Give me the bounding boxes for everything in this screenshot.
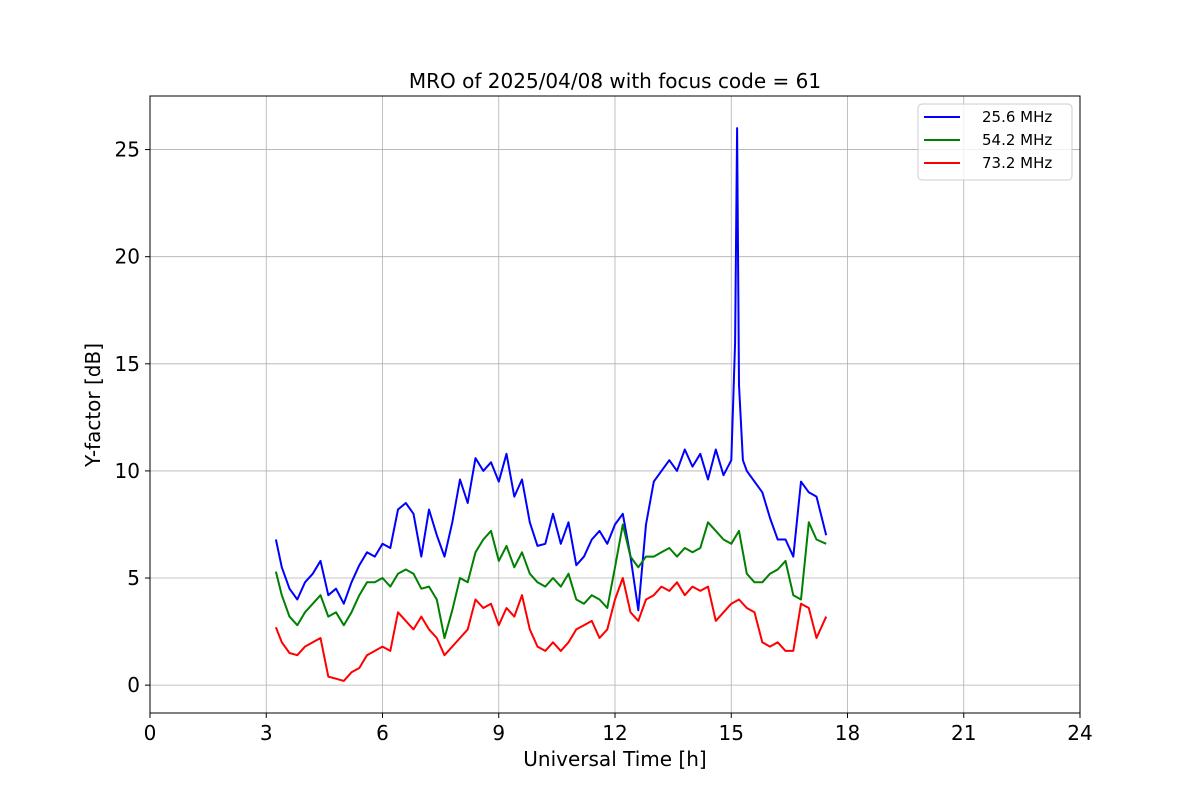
- x-tick-label: 24: [1067, 721, 1092, 745]
- y-tick-label: 20: [115, 245, 140, 269]
- legend-box: [917, 103, 1073, 181]
- y-tick-label: 25: [115, 138, 140, 162]
- legend-label-0: 25.6 MHz: [982, 108, 1052, 126]
- x-tick-label: 0: [144, 721, 157, 745]
- x-tick-label: 18: [835, 721, 860, 745]
- x-tick-label: 3: [260, 721, 273, 745]
- chart-title: MRO of 2025/04/08 with focus code = 61: [409, 69, 821, 93]
- x-tick-label: 12: [602, 721, 627, 745]
- y-tick-label: 0: [127, 673, 140, 697]
- legend-label-2: 73.2 MHz: [982, 154, 1052, 172]
- series-line-2: [274, 577, 828, 682]
- y-tick-label: 5: [127, 566, 140, 590]
- series-line-0: [274, 127, 828, 612]
- x-tick-label: 9: [492, 721, 505, 745]
- plot-lines: [274, 127, 828, 682]
- x-tick-label: 21: [951, 721, 976, 745]
- x-tick-label: 6: [376, 721, 389, 745]
- axis-ticks: 0 3 6 9 12 15 18 21 24 0 5 10 15 20 25: [115, 138, 1093, 745]
- x-axis-label: Universal Time [h]: [523, 747, 706, 771]
- legend: 25.6 MHz 54.2 MHz 73.2 MHz: [917, 103, 1073, 181]
- x-tick-label: 15: [719, 721, 744, 745]
- series-line-1: [274, 521, 827, 639]
- legend-label-1: 54.2 MHz: [982, 131, 1052, 149]
- y-tick-label: 10: [115, 459, 140, 483]
- y-axis-label: Y-factor [dB]: [81, 343, 105, 468]
- y-tick-label: 15: [115, 352, 140, 376]
